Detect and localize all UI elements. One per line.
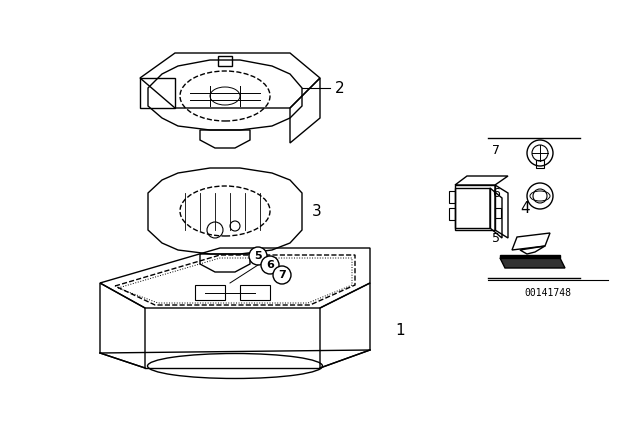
Polygon shape (500, 255, 560, 258)
Circle shape (527, 183, 553, 209)
Bar (495, 208, 501, 218)
Text: 5: 5 (254, 251, 262, 261)
Circle shape (249, 247, 267, 265)
Circle shape (273, 266, 291, 284)
Bar (195, 285, 225, 300)
Text: 7: 7 (278, 270, 286, 280)
Text: 00141748: 00141748 (525, 288, 572, 298)
Circle shape (261, 256, 279, 274)
Text: 6: 6 (492, 186, 500, 199)
Text: 4: 4 (520, 201, 530, 215)
Polygon shape (500, 258, 565, 268)
Bar (449, 208, 455, 220)
Bar (455, 185, 495, 230)
Bar (218, 56, 232, 66)
Bar (240, 285, 270, 300)
Text: 1: 1 (395, 323, 404, 337)
Bar (449, 191, 455, 203)
Circle shape (527, 140, 553, 166)
Bar (536, 160, 544, 168)
Text: 3: 3 (312, 203, 322, 219)
Text: 5: 5 (492, 232, 500, 245)
Text: 2: 2 (335, 81, 344, 95)
Text: 7: 7 (492, 143, 500, 156)
Text: 6: 6 (266, 260, 274, 270)
